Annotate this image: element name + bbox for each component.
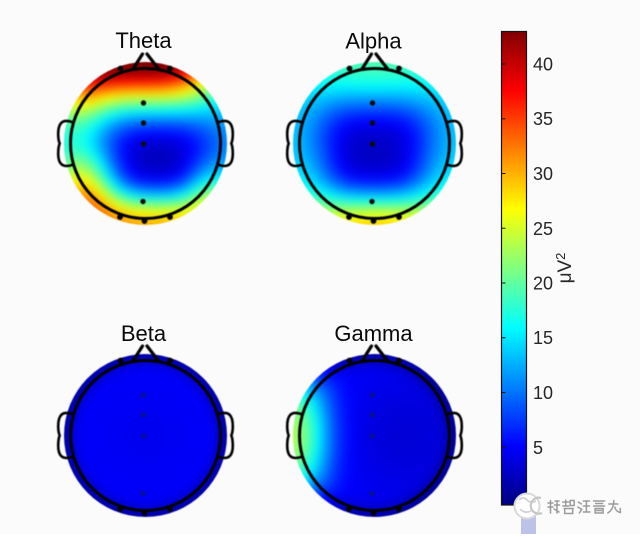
svg-text:Theta: Theta bbox=[115, 28, 172, 53]
svg-text:10: 10 bbox=[533, 383, 553, 403]
svg-text:Beta: Beta bbox=[121, 321, 167, 346]
svg-text:5: 5 bbox=[533, 438, 543, 458]
svg-text:μV2: μV2 bbox=[553, 253, 576, 284]
svg-text:15: 15 bbox=[533, 328, 553, 348]
svg-text:25: 25 bbox=[533, 219, 553, 239]
svg-text:35: 35 bbox=[533, 109, 553, 129]
svg-text:40: 40 bbox=[533, 55, 553, 75]
svg-text:20: 20 bbox=[533, 274, 553, 294]
svg-text:30: 30 bbox=[533, 164, 553, 184]
svg-text:Gamma: Gamma bbox=[334, 321, 413, 346]
svg-text:Alpha: Alpha bbox=[345, 29, 402, 54]
